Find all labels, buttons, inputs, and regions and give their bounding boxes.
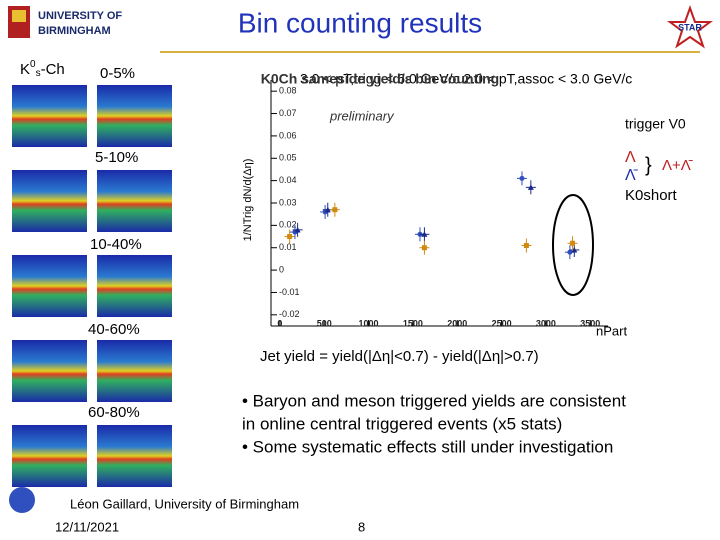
kinematics: 3.0 < pT,trigg < 6.0 GeV/c 2.0 < pT,asso…: [300, 71, 632, 87]
point: [421, 231, 428, 237]
preliminary: preliminary: [329, 108, 395, 123]
legend-label: Λ̄: [625, 167, 639, 184]
x-tick-label: 1000: [359, 318, 379, 328]
point: [287, 234, 293, 240]
y-tick-label: 0: [279, 264, 284, 274]
centrality-label: 5-10%: [95, 149, 138, 166]
x-tick-label: 0: [277, 318, 282, 328]
footer-author: Léon Gaillard, University of Birmingham: [70, 496, 299, 511]
y-tick-label: 0.01: [279, 242, 297, 252]
bullet: • Some systematic effects still under in…: [242, 437, 613, 456]
heatmap-thumb: [97, 255, 172, 317]
x-tick-label: 500: [317, 318, 332, 328]
point: [324, 206, 331, 213]
heatmap-thumb: [97, 85, 172, 147]
point: [519, 175, 525, 181]
label-part: s: [36, 68, 41, 79]
footer-date: 12/11/2021: [55, 519, 119, 534]
logo-text: UNIVERSITY OF: [38, 10, 122, 22]
point: [570, 240, 576, 246]
y-tick-label: -0.01: [279, 287, 300, 297]
x-tick-label: 3000: [536, 318, 556, 328]
point: [294, 226, 301, 233]
heatmap-thumb: [12, 340, 87, 402]
heatmap-thumb: [97, 340, 172, 402]
centrality-label: 40-60%: [88, 321, 140, 338]
heatmap-thumb: [12, 85, 87, 147]
bullet: • Baryon and meson triggered yields are …: [242, 391, 626, 410]
combined-label: Λ+Λ̄: [662, 157, 693, 174]
heatmap-thumb: [12, 255, 87, 317]
chart-title: K0Ch sameside yield/ε bin counting: [261, 71, 499, 87]
centrality-label: 60-80%: [88, 404, 140, 421]
trigger-label: trigger V0: [625, 116, 686, 132]
y-tick-label: 0.08: [279, 86, 297, 96]
star-text: STAR: [678, 22, 702, 32]
heatmap-thumb: [97, 170, 172, 232]
y-tick-label: 0.02: [279, 220, 297, 230]
x-axis-label: nPart: [596, 323, 627, 338]
y-tick-label: 0.06: [279, 130, 297, 140]
highlight-ellipse: [552, 194, 594, 296]
particle-label: K0s-Ch: [20, 59, 65, 79]
point: [421, 245, 427, 251]
slide-title: Bin counting results: [238, 7, 482, 38]
heatmap-thumb: [12, 170, 87, 232]
point: [527, 184, 534, 190]
y-tick-label: 0.07: [279, 108, 297, 118]
x-tick-label: 1500: [403, 318, 423, 328]
y-axis-label: 1/NTrig dN/d(Δη): [242, 159, 254, 242]
university-logo: UNIVERSITY OF BIRMINGHAM: [8, 6, 122, 38]
legend-label: K0short: [625, 187, 678, 204]
centrality-label: 10-40%: [90, 236, 142, 253]
y-tick-label: 0.03: [279, 197, 297, 207]
y-tick-label: 0.05: [279, 153, 297, 163]
jet-yield-formula: Jet yield = yield(|Δη|<0.7) - yield(|Δη|…: [260, 348, 539, 365]
x-tick-label: 3500: [580, 318, 600, 328]
point: [571, 246, 578, 253]
bullet: in online central triggered events (x5 s…: [242, 414, 562, 433]
logo-text: BIRMINGHAM: [38, 25, 111, 37]
y-tick-label: 0.04: [279, 175, 297, 185]
x-tick-label: 2000: [447, 318, 467, 328]
y-tick-label: -0.02: [279, 309, 300, 319]
legend-label: Λ: [625, 149, 636, 166]
brace: }: [645, 154, 652, 176]
label-part: 0: [30, 59, 36, 70]
point: [523, 242, 529, 248]
centrality-label: 0-5%: [100, 65, 135, 82]
heatmap-thumb: [97, 425, 172, 487]
heatmap-thumb: [12, 425, 87, 487]
star-logo: STAR: [667, 5, 713, 49]
label-part: K: [20, 61, 30, 78]
point: [332, 207, 338, 213]
x-tick-label: 2500: [492, 318, 512, 328]
point: [567, 249, 573, 255]
label-part: -Ch: [41, 61, 65, 78]
footer-page: 8: [358, 519, 365, 534]
mascot: [9, 487, 35, 513]
thumbnails: [12, 85, 172, 487]
